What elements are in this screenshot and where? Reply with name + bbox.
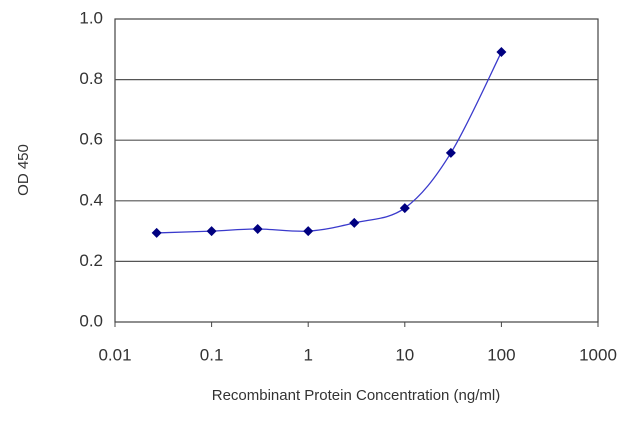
y-tick-label: 0.6 xyxy=(79,130,103,149)
plot-frame xyxy=(114,18,599,323)
y-tick-label: 1.0 xyxy=(79,8,103,27)
x-tick-label: 0.1 xyxy=(200,345,224,364)
x-tick-label: 1000 xyxy=(579,345,617,364)
data-point xyxy=(445,147,456,158)
data-point xyxy=(252,223,263,234)
data-point xyxy=(349,217,360,228)
data-point xyxy=(399,203,410,214)
y-tick-label: 0.8 xyxy=(79,69,103,88)
x-tick-label: 0.01 xyxy=(98,345,131,364)
data-point xyxy=(151,227,162,238)
data-point xyxy=(303,226,314,237)
y-tick-label: 0.2 xyxy=(79,251,103,270)
y-tick-label: 0.0 xyxy=(79,311,103,330)
data-point xyxy=(496,47,507,58)
y-axis-label: OD 450 xyxy=(15,144,32,196)
x-tick-label: 1 xyxy=(303,345,312,364)
x-tick-label: 100 xyxy=(487,345,515,364)
y-tick-label: 0.4 xyxy=(79,190,103,209)
data-point xyxy=(206,226,217,237)
x-axis-label: Recombinant Protein Concentration (ng/ml… xyxy=(212,387,500,404)
x-tick-label: 10 xyxy=(395,345,414,364)
